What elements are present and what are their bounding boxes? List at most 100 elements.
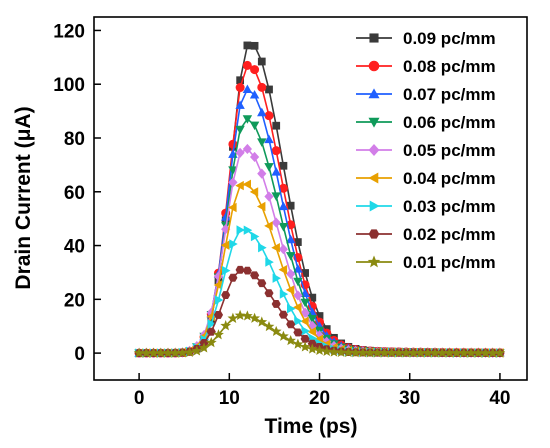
data-point xyxy=(227,312,239,323)
data-point xyxy=(249,90,260,99)
x-tick-label: 40 xyxy=(489,388,510,409)
legend-label: 0.06 pc/mm xyxy=(403,113,496,132)
data-point xyxy=(257,82,267,92)
data-point xyxy=(243,225,253,235)
data-point xyxy=(242,84,253,93)
data-point xyxy=(264,163,274,172)
data-point xyxy=(228,139,238,149)
data-point xyxy=(263,320,275,332)
data-point xyxy=(242,179,251,190)
data-point xyxy=(279,289,289,299)
legend-marker xyxy=(367,255,381,268)
data-point xyxy=(271,167,281,176)
legend-entry: 0.01 pc/mm xyxy=(356,253,496,272)
legend-marker xyxy=(368,229,380,239)
data-point xyxy=(293,264,303,273)
legend-label: 0.03 pc/mm xyxy=(403,197,496,216)
y-tick-label: 40 xyxy=(64,237,85,258)
plot-frame xyxy=(93,16,528,381)
data-point xyxy=(293,290,303,301)
data-point xyxy=(271,242,280,253)
legend-label: 0.01 pc/mm xyxy=(403,253,496,272)
y-tick-label: 60 xyxy=(64,183,85,204)
legend-label: 0.05 pc/mm xyxy=(403,141,496,160)
data-point xyxy=(257,107,267,117)
y-tick-label: 80 xyxy=(64,129,85,150)
data-point xyxy=(250,271,260,280)
data-point xyxy=(278,201,289,211)
data-point xyxy=(236,225,245,235)
data-point xyxy=(249,121,260,131)
data-point xyxy=(314,344,325,356)
data-point xyxy=(271,192,281,201)
data-point xyxy=(250,231,260,242)
legend-entry: 0.09 pc/mm xyxy=(356,29,496,48)
data-point xyxy=(213,329,224,340)
data-point xyxy=(235,265,245,274)
data-point xyxy=(220,240,230,250)
data-point xyxy=(221,291,231,300)
legend-marker xyxy=(368,117,380,128)
data-point xyxy=(242,60,252,70)
data-point xyxy=(271,217,281,228)
data-point xyxy=(299,341,311,352)
data-point xyxy=(264,134,274,144)
data-point xyxy=(234,309,246,321)
data-point xyxy=(285,285,295,295)
data-point xyxy=(286,268,296,280)
legend-marker xyxy=(368,144,380,156)
data-point xyxy=(249,312,260,323)
data-point xyxy=(293,277,303,287)
data-point xyxy=(293,302,302,313)
data-point xyxy=(257,168,267,179)
data-point xyxy=(220,320,232,331)
y-tick-label: 20 xyxy=(64,290,85,311)
x-tick-label: 0 xyxy=(134,388,145,409)
data-point xyxy=(264,221,273,231)
data-point xyxy=(242,143,253,155)
data-point xyxy=(272,273,282,283)
data-point xyxy=(222,265,231,276)
x-tick-label: 30 xyxy=(399,388,420,409)
legend-entry: 0.08 pc/mm xyxy=(356,57,496,76)
legend-label: 0.08 pc/mm xyxy=(403,57,496,76)
data-point xyxy=(300,298,310,308)
legend-entry: 0.04 pc/mm xyxy=(356,169,496,188)
data-point xyxy=(292,338,304,349)
data-point xyxy=(270,325,282,337)
data-point xyxy=(242,266,252,275)
data-point xyxy=(494,347,506,358)
data-point xyxy=(229,239,238,249)
legend-entry: 0.03 pc/mm xyxy=(356,197,496,216)
data-point xyxy=(257,57,266,66)
data-point xyxy=(205,336,217,348)
axis-ticks: 0 10 20 30 40 0 20 40 60 80 100 120 xyxy=(53,21,510,409)
data-point xyxy=(265,257,274,267)
data-point xyxy=(300,307,310,318)
data-point xyxy=(250,65,260,75)
x-tick-label: 20 xyxy=(309,388,330,409)
data-point xyxy=(278,244,289,255)
data-point xyxy=(184,346,195,357)
data-point xyxy=(294,316,303,326)
y-tick-label: 100 xyxy=(53,75,85,96)
data-point xyxy=(300,316,309,326)
series-0-01-pc-mm xyxy=(133,309,506,358)
legend-label: 0.02 pc/mm xyxy=(403,225,496,244)
data-point xyxy=(228,273,238,282)
data-point xyxy=(235,100,245,109)
data-point xyxy=(328,346,340,357)
data-point xyxy=(256,316,268,327)
data-point xyxy=(214,295,224,305)
data-point xyxy=(257,138,267,147)
data-point xyxy=(235,83,245,93)
data-point xyxy=(265,85,273,94)
legend-marker xyxy=(369,33,379,43)
legend-marker xyxy=(368,88,380,99)
data-point xyxy=(264,289,274,298)
x-tick-label: 10 xyxy=(219,388,240,409)
data-point xyxy=(228,177,238,188)
data-point xyxy=(257,279,267,288)
data-point xyxy=(285,334,296,346)
